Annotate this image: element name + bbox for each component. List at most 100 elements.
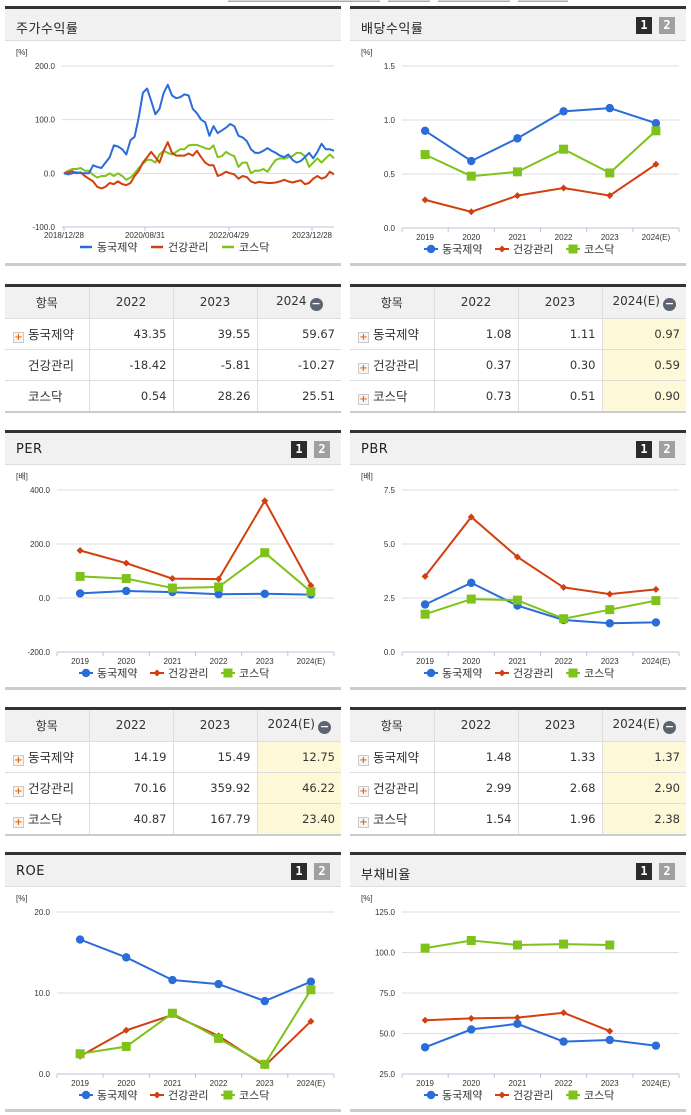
top-tab[interactable] bbox=[388, 0, 430, 2]
y-tick-label: 2.5 bbox=[384, 594, 396, 603]
expand-icon[interactable]: + bbox=[13, 332, 24, 343]
data-point-circle bbox=[426, 1090, 436, 1100]
data-point-circle bbox=[122, 953, 131, 962]
stock-return-chart-panel: 주가수익률 [%] 200.0 100.0 0.0 -100.0 2018/12/28 20… bbox=[5, 6, 341, 266]
table-cell: -18.42 bbox=[89, 349, 174, 381]
expand-icon[interactable]: + bbox=[358, 755, 369, 766]
legend-item[interactable]: 건강관리 bbox=[150, 1089, 208, 1102]
expand-icon[interactable]: + bbox=[358, 363, 369, 374]
legend-item[interactable]: 동국제약 bbox=[79, 1088, 137, 1102]
legend-label: 코스닥 bbox=[239, 241, 269, 254]
legend-item[interactable]: 코스닥 bbox=[221, 667, 269, 680]
legend-item[interactable]: 건강관리 bbox=[495, 243, 553, 256]
table-cell: 2.38 bbox=[602, 803, 686, 834]
top-tab[interactable] bbox=[228, 0, 380, 2]
legend-item[interactable]: 동국제약 bbox=[424, 242, 482, 256]
legend-item[interactable]: 코스닥 bbox=[566, 667, 614, 680]
collapse-icon[interactable]: − bbox=[317, 719, 331, 734]
data-point-diamond bbox=[307, 1017, 315, 1025]
page-2-button[interactable]: 2 bbox=[659, 17, 675, 34]
legend-item[interactable]: 코스닥 bbox=[222, 241, 269, 254]
data-point-diamond bbox=[153, 669, 161, 677]
series-group bbox=[420, 936, 615, 953]
legend-item[interactable]: 동국제약 bbox=[424, 666, 482, 680]
row-label[interactable]: + 코스닥 bbox=[5, 803, 90, 834]
top-tab[interactable] bbox=[438, 0, 510, 2]
table-header-row: 항목 2022 2023 2024− bbox=[5, 287, 341, 319]
table-cell: 1.11 bbox=[518, 318, 603, 350]
series-group bbox=[420, 594, 661, 624]
row-label[interactable]: + 동국제약 bbox=[5, 318, 90, 350]
y-tick-label: 100.0 bbox=[35, 116, 56, 125]
page-2-button[interactable]: 2 bbox=[659, 863, 675, 880]
legend-item[interactable]: 건강관리 bbox=[151, 241, 208, 254]
expand-icon[interactable]: + bbox=[358, 786, 369, 797]
page-2-button[interactable]: 2 bbox=[659, 441, 675, 458]
x-tick-label: 2021 bbox=[164, 657, 182, 666]
roe-chart-panel: ROE 1 2 [%] 20.0 10.0 0.0 2019 2020 2021 2022 20… bbox=[5, 852, 341, 1112]
top-tab[interactable] bbox=[518, 0, 568, 2]
row-label[interactable]: + 건강관리 bbox=[350, 349, 435, 381]
page-1-button[interactable]: 1 bbox=[291, 863, 307, 880]
column-header: 2023 bbox=[173, 710, 258, 742]
row-label[interactable]: + 동국제약 bbox=[350, 741, 435, 773]
y-tick-label: 0.0 bbox=[384, 648, 396, 657]
debt-ratio-chart-panel: 부채비율 1 2 [%] 125.0 100.0 75.0 50.0 25.0 2019 20… bbox=[350, 852, 686, 1112]
legend-item[interactable]: 코스닥 bbox=[566, 243, 614, 256]
expand-icon[interactable]: + bbox=[358, 394, 369, 406]
page-1-button[interactable]: 1 bbox=[636, 863, 652, 880]
series-line bbox=[63, 83, 335, 176]
row-label[interactable]: + 코스닥 bbox=[350, 380, 435, 411]
x-tick-label: 2024(E) bbox=[642, 1079, 671, 1088]
legend-item[interactable]: 동국제약 bbox=[80, 240, 137, 254]
legend-item[interactable]: 코스닥 bbox=[566, 1089, 614, 1102]
row-label[interactable]: + 동국제약 bbox=[350, 318, 435, 350]
legend-item[interactable]: 코스닥 bbox=[221, 1089, 269, 1102]
collapse-icon[interactable]: − bbox=[662, 719, 676, 734]
legend-item[interactable]: 건강관리 bbox=[150, 667, 208, 680]
table-cell: 167.79 bbox=[173, 803, 258, 834]
page-1-button[interactable]: 1 bbox=[636, 441, 652, 458]
expand-icon[interactable]: + bbox=[13, 786, 24, 797]
x-tick-label: 2022/04/29 bbox=[209, 231, 250, 240]
y-tick-label: 100.0 bbox=[375, 949, 396, 958]
series-group bbox=[420, 103, 661, 166]
table-cell: -10.27 bbox=[257, 349, 341, 381]
data-point-square bbox=[75, 571, 85, 581]
page-1-button[interactable]: 1 bbox=[636, 17, 652, 34]
row-label[interactable]: + 코스닥 bbox=[350, 803, 435, 834]
page-2-button[interactable]: 2 bbox=[314, 441, 330, 458]
data-point-square bbox=[223, 1090, 233, 1100]
row-label[interactable]: + 건강관리 bbox=[5, 772, 90, 804]
table-row: + 코스닥 1.54 1.96 2.38 bbox=[350, 803, 686, 834]
collapse-icon[interactable]: − bbox=[662, 296, 676, 311]
data-point-square bbox=[605, 940, 615, 950]
expand-icon[interactable]: + bbox=[358, 817, 369, 829]
pbr-line-chart: [배] 7.5 5.0 2.5 0.0 2019 2020 2021 2022 2023 2024(… bbox=[361, 472, 680, 680]
table-cell: 39.55 bbox=[173, 318, 258, 350]
page-1-button[interactable]: 1 bbox=[291, 441, 307, 458]
y-tick-label: 200.0 bbox=[35, 62, 56, 71]
x-tick-label: 2020 bbox=[462, 233, 480, 242]
legend-item[interactable]: 동국제약 bbox=[424, 1088, 482, 1102]
collapse-icon[interactable]: − bbox=[309, 296, 323, 311]
legend-item[interactable]: 건강관리 bbox=[495, 667, 553, 680]
expand-icon[interactable]: + bbox=[358, 332, 369, 343]
legend-label: 건강관리 bbox=[168, 1089, 208, 1102]
data-point-diamond bbox=[652, 160, 660, 168]
legend-item[interactable]: 동국제약 bbox=[79, 666, 137, 680]
data-point-circle bbox=[75, 935, 85, 944]
expand-icon[interactable]: + bbox=[13, 755, 24, 766]
expand-icon[interactable]: + bbox=[13, 817, 24, 829]
x-tick-label: 2019 bbox=[416, 1079, 434, 1088]
row-label[interactable]: + 건강관리 bbox=[350, 772, 435, 804]
row-label[interactable]: + 동국제약 bbox=[5, 741, 90, 773]
series-line bbox=[424, 515, 657, 596]
table-row: + 코스닥 0.73 0.51 0.90 bbox=[350, 380, 686, 411]
data-point-square bbox=[559, 939, 569, 949]
x-tick-label: 2024(E) bbox=[642, 657, 671, 666]
data-point-square bbox=[512, 167, 522, 177]
dividend-table-panel: 항목 2022 2023 2024(E) − + 동국제약 1.08 1.11 0.97 + 건강관리… bbox=[350, 284, 686, 413]
legend-item[interactable]: 건강관리 bbox=[495, 1089, 553, 1102]
page-2-button[interactable]: 2 bbox=[314, 863, 330, 880]
